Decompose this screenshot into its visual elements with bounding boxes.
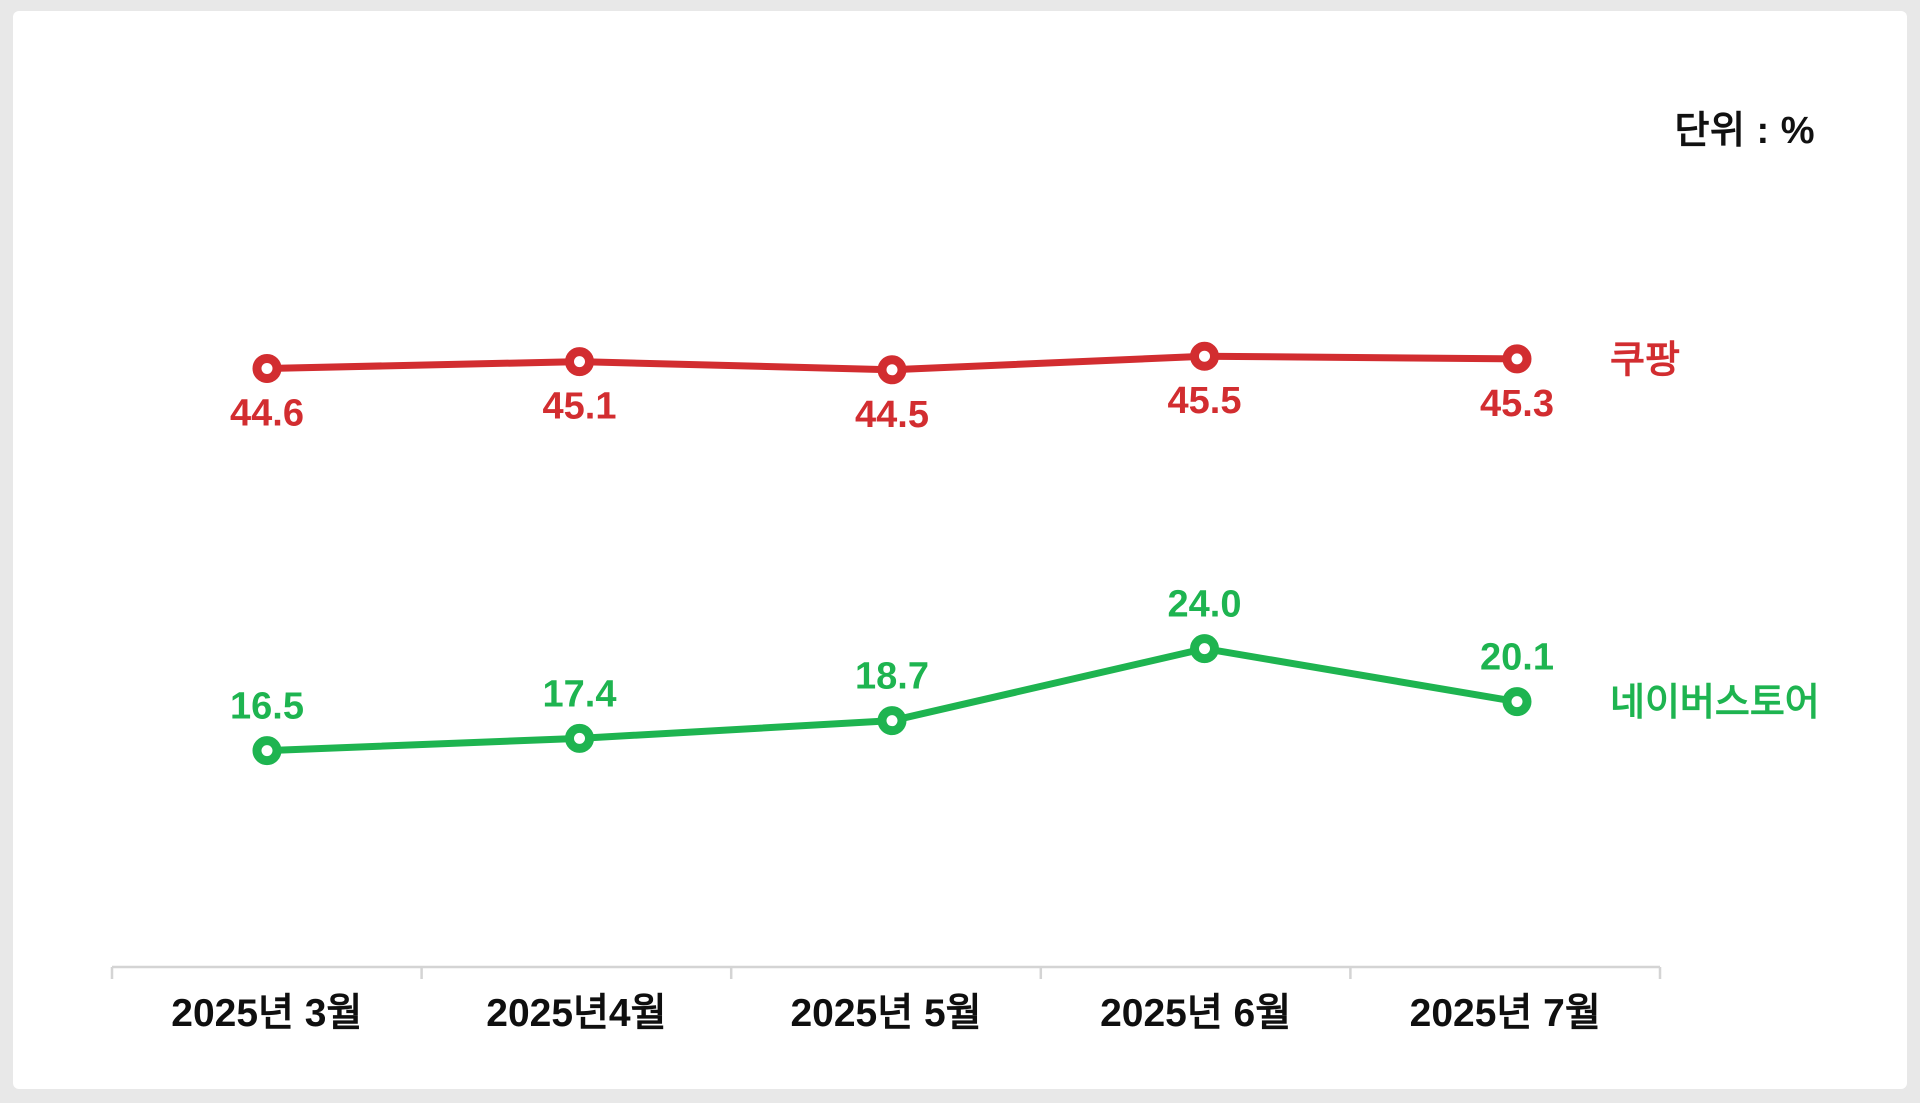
x-axis: 2025년 3월 2025년4월 2025년 5월 2025년 6월 2025년 7월 — [110, 965, 1662, 1035]
data-point-value-label: 45.1 — [543, 386, 617, 428]
series-name-label: 쿠팡 — [1610, 339, 1680, 381]
data-point-value-label: 18.7 — [855, 656, 929, 698]
chart-series: 44.6 45.1 44.5 45.5 45.3 쿠팡 16.5 17.4 18.7 24.0 20… — [230, 339, 1820, 766]
x-axis-label: 2025년 5월 — [790, 992, 981, 1035]
chart-card: 단위 : % — [13, 11, 1907, 1089]
x-axis-label: 2025년 6월 — [1100, 992, 1291, 1035]
data-point — [877, 355, 907, 385]
data-point-value-label: 24.0 — [1168, 584, 1242, 626]
data-point-value-label: 44.5 — [855, 394, 929, 436]
data-point — [877, 706, 907, 736]
data-point — [1190, 341, 1219, 371]
data-point-value-label: 44.6 — [230, 392, 304, 434]
data-point — [1190, 634, 1219, 664]
data-point-value-label: 17.4 — [543, 673, 617, 715]
unit-label: 단위 : % — [1674, 110, 1815, 152]
data-point-value-label: 45.3 — [1480, 383, 1554, 425]
series-name-label: 네이버스토어 — [1610, 682, 1820, 724]
data-point — [1502, 344, 1532, 374]
data-point — [565, 723, 594, 753]
data-point-value-label: 16.5 — [230, 686, 304, 728]
data-point — [252, 353, 282, 383]
data-point — [565, 347, 594, 377]
x-axis-label: 2025년 7월 — [1410, 992, 1601, 1035]
x-axis-label: 2025년 3월 — [171, 992, 362, 1035]
data-point-value-label: 20.1 — [1480, 637, 1554, 679]
data-point — [1502, 687, 1532, 717]
x-axis-label: 2025년4월 — [486, 992, 666, 1035]
data-point-value-label: 45.5 — [1168, 380, 1242, 422]
data-point — [252, 736, 282, 766]
